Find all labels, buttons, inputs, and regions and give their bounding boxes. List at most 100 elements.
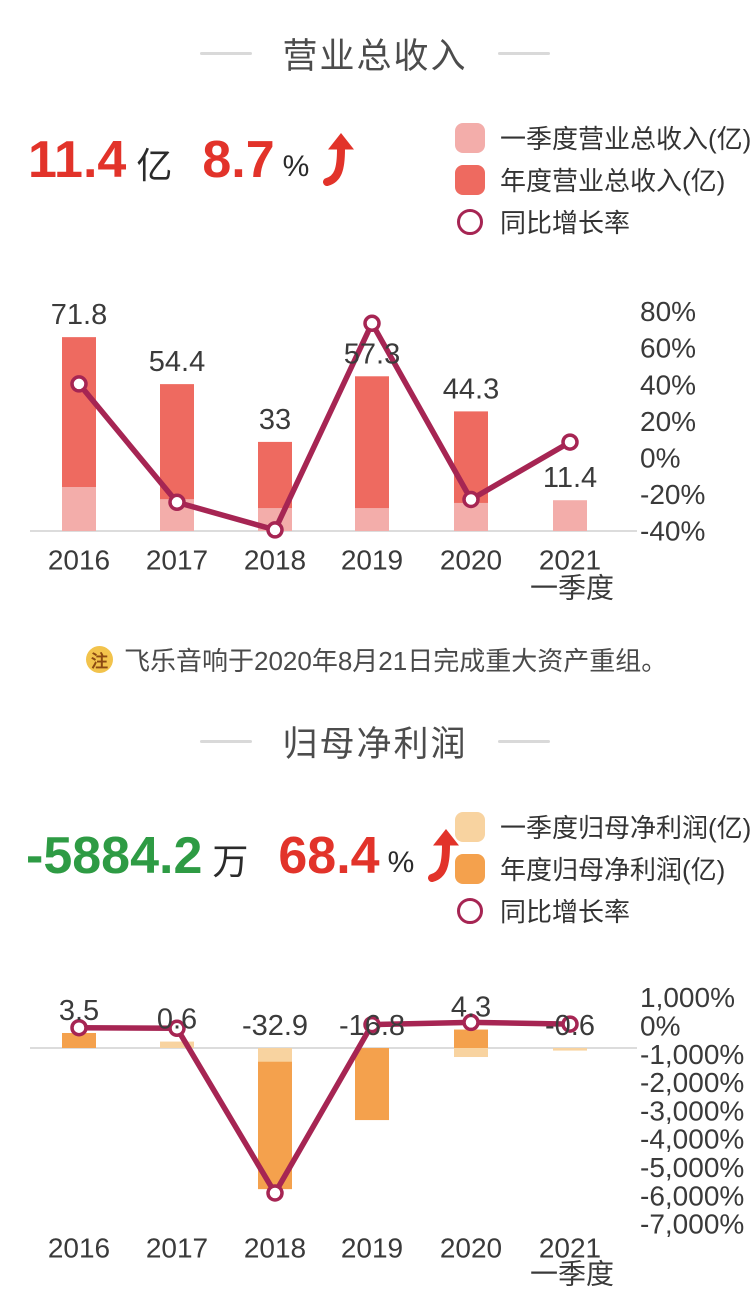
profit-title-row: 归母净利润 <box>0 716 750 767</box>
right-axis-tick: -3,000% <box>640 1095 744 1126</box>
revenue-chart: 71.8 54.4 33 57.3 44.3 11.4 80% 60% 40% 20% 0% -20%… <box>30 296 705 604</box>
growth-marker <box>363 314 381 333</box>
annual-bar <box>160 1045 194 1048</box>
q1-bar <box>553 1048 587 1051</box>
profit-stat-unit: 万 <box>212 841 249 882</box>
footnote: 注 飞乐音响于2020年8月21日完成重大资产重组。 <box>86 641 667 678</box>
annual-bar <box>62 337 96 531</box>
bar-value-label: 44.3 <box>443 373 499 405</box>
legend-label: 年度归母净利润(亿) <box>500 855 726 885</box>
legend-label: 同比增长率 <box>500 897 631 927</box>
profit-title: 归母净利润 <box>282 725 468 764</box>
right-axis-tick: -5,000% <box>640 1152 744 1183</box>
right-axis-tick: -40% <box>640 516 705 547</box>
x-axis-label: 2017 <box>146 545 208 576</box>
legend-item-q1-profit: 一季度归母净利润(亿) <box>455 811 750 843</box>
right-axis-tick: 1,000% <box>640 982 735 1013</box>
legend-label: 一季度营业总收入(亿) <box>500 124 750 154</box>
x-axis-label: 2016 <box>48 1233 110 1264</box>
bar-value-label: 3.5 <box>59 995 99 1027</box>
growth-marker <box>363 1015 381 1034</box>
annual-bar <box>258 441 292 531</box>
profit-stat-value: -5884.2 <box>26 827 203 885</box>
bar-value-label: 11.4 <box>543 462 597 494</box>
right-axis-tick: 40% <box>640 369 696 400</box>
q1-profit-swatch-icon <box>455 811 485 842</box>
profit-stat: -5884.2 万 68.4 % <box>26 822 460 882</box>
title-dash-right <box>497 52 550 55</box>
bar-value-label: 0.6 <box>157 1004 197 1036</box>
bar-value-label: -0.6 <box>545 1010 595 1042</box>
right-axis-tick: 0% <box>640 443 680 474</box>
bar-value-label: 33 <box>259 404 291 436</box>
bar-value-label: 54.4 <box>149 346 205 378</box>
right-axis-tick: 20% <box>640 406 696 437</box>
annual-bar <box>454 411 488 531</box>
growth-marker <box>561 433 579 451</box>
note-badge-icon: 注 <box>86 646 113 673</box>
title-dash-left <box>200 52 253 55</box>
revenue-stat-value: 11.4 <box>28 131 127 189</box>
q1-bar <box>160 1041 194 1048</box>
revenue-stat-unit: 亿 <box>136 145 173 186</box>
legend-item-growth-rate: 同比增长率 <box>455 895 750 927</box>
x-axis-sublabel: 一季度 <box>530 1259 614 1290</box>
revenue-title: 营业总收入 <box>282 37 468 76</box>
q1-bar <box>62 486 96 531</box>
x-axis-label: 2018 <box>244 545 306 576</box>
q1-bar <box>553 500 587 531</box>
right-axis-tick: 60% <box>640 333 696 364</box>
annual-profit-swatch-icon <box>455 853 485 884</box>
growth-marker <box>266 1184 284 1202</box>
revenue-stat: 11.4 亿 8.7 % <box>28 126 355 186</box>
growth-marker <box>70 1018 88 1037</box>
title-dash-right <box>497 740 550 743</box>
q1-bar <box>454 1048 488 1058</box>
x-axis-label: 2020 <box>440 545 502 576</box>
growth-rate-ring-icon <box>457 208 483 235</box>
growth-line <box>76 320 573 533</box>
profit-growth-value: 68.4 <box>278 827 380 885</box>
x-axis-sublabel: 一季度 <box>530 573 614 604</box>
legend-item-annual-profit: 年度归母净利润(亿) <box>455 853 750 885</box>
title-dash-left <box>200 740 253 743</box>
x-axis-label: 2017 <box>146 1233 208 1264</box>
legend-label: 同比增长率 <box>500 208 631 238</box>
growth-line <box>76 1019 573 1196</box>
x-axis-label: 2021 <box>539 1233 601 1264</box>
growth-marker <box>462 1013 480 1032</box>
revenue-title-row: 营业总收入 <box>0 28 750 79</box>
legend-label: 年度营业总收入(亿) <box>500 166 726 196</box>
bar-value-label: 4.3 <box>451 992 491 1024</box>
percent-sign: % <box>387 846 415 879</box>
right-axis-tick: -7,000% <box>640 1209 744 1240</box>
legend-item-q1-revenue: 一季度营业总收入(亿) <box>455 122 750 154</box>
annual-bar <box>355 1048 389 1121</box>
annual-revenue-swatch-icon <box>455 164 485 195</box>
profit-legend: 一季度归母净利润(亿) 年度归母净利润(亿) 同比增长率 <box>455 811 750 937</box>
legend-item-growth-rate: 同比增长率 <box>455 206 750 238</box>
x-axis-label: 2019 <box>341 545 403 576</box>
profit-chart: 3.5 0.6 -32.9 -16.8 4.3 -0.6 1,000%0%-1,000%-2… <box>30 982 744 1290</box>
growth-marker <box>266 521 284 539</box>
right-axis-tick: -20% <box>640 479 705 510</box>
right-axis-tick: 80% <box>640 296 696 327</box>
note-text: 飞乐音响于2020年8月21日完成重大资产重组。 <box>124 646 668 676</box>
growth-marker <box>561 1015 579 1033</box>
annual-bar <box>258 1048 292 1190</box>
right-axis-tick: -6,000% <box>640 1180 744 1211</box>
up-arrow-icon <box>323 133 355 186</box>
right-axis-tick: -4,000% <box>640 1124 744 1155</box>
bar-value-label: 71.8 <box>51 299 107 331</box>
right-axis-tick: -2,000% <box>640 1067 744 1098</box>
annual-bar <box>62 1032 96 1048</box>
up-arrow-icon <box>428 829 460 882</box>
growth-marker <box>462 490 480 509</box>
revenue-growth-value: 8.7 <box>202 131 275 189</box>
legend-label: 一季度归母净利润(亿) <box>500 813 750 843</box>
q1-bar <box>160 499 194 531</box>
q1-bar <box>258 1048 292 1062</box>
bar-value-label: -32.9 <box>242 1010 308 1042</box>
x-axis-label: 2021 <box>539 545 601 576</box>
x-axis-label: 2020 <box>440 1233 502 1264</box>
